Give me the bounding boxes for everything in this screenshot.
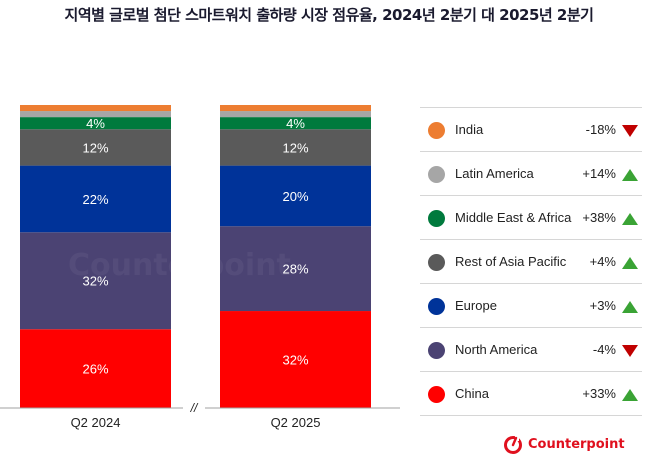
legend-label: Middle East & Africa [455, 210, 572, 225]
data-label: 26% [82, 362, 108, 377]
trend-down-icon [622, 345, 638, 357]
bar-segment-middle-east-africa [20, 117, 171, 130]
bar-segment-rest-of-asia-pacific [220, 129, 371, 166]
trend-up-icon [622, 301, 638, 313]
data-label: 20% [282, 189, 308, 204]
bar-segment-china [220, 311, 371, 408]
trend-up-icon [622, 213, 638, 225]
x-tick-label: Q2 2025 [271, 415, 321, 430]
legend-item-rest-of-asia-pacific: Rest of Asia Pacific +4% [420, 239, 642, 283]
data-label: 28% [282, 262, 308, 277]
bar-segment-china [20, 329, 171, 408]
counterpoint-logo: Counterpoint [503, 434, 625, 454]
chart-title: 지역별 글로벌 첨단 스마트워치 출하량 시장 점유율, 2024년 2분기 대… [64, 6, 594, 24]
bar-segment-latin-america [20, 111, 171, 118]
data-label: 4% [286, 116, 305, 131]
data-label: 12% [82, 140, 108, 155]
legend-item-europe: Europe +3% [420, 283, 642, 327]
bar-segment-latin-america [220, 111, 371, 118]
legend-label: North America [455, 342, 538, 357]
legend-change: +4% [589, 254, 616, 269]
bar-segment-india [220, 105, 371, 112]
stacked-bar-chart: 26% 32% 22% 12% 4% Q2 2024 32% 28% 20% 12% 4% Q2 20… [0, 105, 400, 430]
data-label: 32% [82, 274, 108, 289]
bar-segment-rest-of-asia-pacific [20, 129, 171, 166]
legend-item-middle-east-africa: Middle East & Africa +38% [420, 195, 642, 239]
legend-item-latin-america: Latin America +14% [420, 151, 642, 195]
legend-change: +38% [582, 210, 616, 225]
legend-change: +14% [582, 166, 616, 181]
trend-up-icon [622, 389, 638, 401]
legend-label: India [455, 122, 484, 137]
legend: India -18% Latin America +14% Middle Eas… [420, 107, 642, 416]
legend-change: +33% [582, 386, 616, 401]
trend-down-icon [622, 125, 638, 137]
legend-item-china: China +33% [420, 371, 642, 416]
legend-swatch-icon [428, 210, 445, 227]
trend-up-icon [622, 169, 638, 181]
legend-swatch-icon [428, 254, 445, 271]
trend-up-icon [622, 257, 638, 269]
data-label: 12% [282, 140, 308, 155]
axis-break-mark: // [190, 401, 199, 415]
legend-label: Latin America [455, 166, 534, 181]
bar-segment-north-america [220, 226, 371, 312]
brand-name: Counterpoint [528, 436, 625, 452]
data-label: 32% [282, 353, 308, 368]
legend-swatch-icon [428, 298, 445, 315]
watermark-logo: Counterpoint [68, 248, 291, 283]
bar-segment-india [20, 105, 171, 112]
bar-segment-middle-east-africa [220, 117, 371, 130]
legend-swatch-icon [428, 122, 445, 139]
bar-segment-europe [220, 165, 371, 227]
legend-label: Europe [455, 298, 497, 313]
legend-swatch-icon [428, 342, 445, 359]
x-tick-label: Q2 2024 [71, 415, 121, 430]
bar-segment-europe [20, 165, 171, 233]
legend-item-north-america: North America -4% [420, 327, 642, 371]
legend-label: Rest of Asia Pacific [455, 254, 567, 269]
data-label: 4% [86, 116, 105, 131]
counterpoint-logo-icon [504, 435, 522, 454]
legend-label: China [455, 386, 489, 401]
legend-swatch-icon [428, 386, 445, 403]
bar-segment-north-america [20, 232, 171, 330]
legend-change: -4% [592, 342, 616, 357]
legend-change: -18% [585, 122, 616, 137]
legend-swatch-icon [428, 166, 445, 183]
legend-change: +3% [589, 298, 616, 313]
data-label: 22% [82, 192, 108, 207]
legend-item-india: India -18% [420, 107, 642, 151]
